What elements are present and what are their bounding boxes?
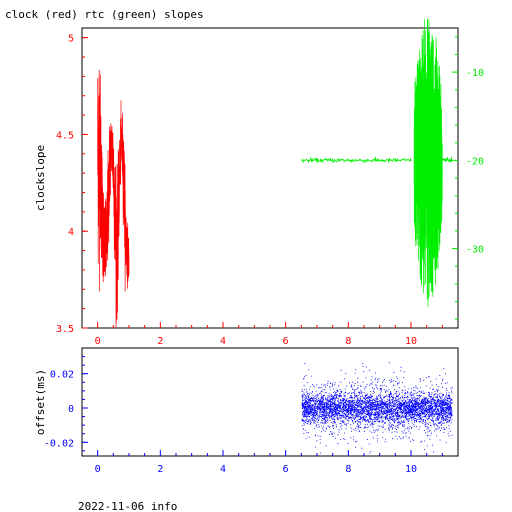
offset-panel: 0 2 4 6 8 10 -0.02 0 0.02 offset(ms)	[34, 347, 459, 475]
offset-y-tick-label: 0.02	[50, 370, 74, 381]
rtc-slope-burst-line	[413, 18, 453, 308]
slopes-x-tick-label: 2	[157, 336, 163, 347]
offset-marks	[301, 362, 453, 454]
slopes-y2-tick-label: -20	[466, 156, 484, 167]
offset-y-ticks: -0.02 0 0.02	[44, 356, 88, 452]
offset-x-tick-label: 4	[220, 464, 226, 475]
slopes-x-ticks: 0 2 4 6 8 10	[95, 322, 443, 347]
offset-plot-frame	[81, 347, 459, 457]
chart-title: clock (red) rtc (green) slopes	[5, 8, 204, 21]
slopes-panel: 0 2 4 6 8 10 3.5 4 4.5 5 -30 -20 -10 clockslope	[34, 18, 484, 347]
slopes-y-tick-label: 3.5	[56, 324, 74, 335]
slopes-y-tick-label: 5	[68, 34, 74, 45]
slopes-y-ticks: 3.5 4 4.5 5	[56, 34, 88, 335]
offset-y-tick-label: -0.02	[44, 438, 74, 449]
clock-slope-series-line	[97, 69, 130, 329]
slopes-x-tick-label: 6	[283, 336, 289, 347]
slopes-y-tick-label: 4.5	[56, 130, 74, 141]
slopes-x-tick-label: 8	[345, 336, 351, 347]
offset-x-tick-label: 0	[95, 464, 101, 475]
rtc-slope-flat-line	[300, 156, 412, 164]
offset-y-tick-label: 0	[68, 404, 74, 415]
slopes-y-axis-label: clockslope	[34, 145, 47, 211]
offset-x-ticks: 0 2 4 6 8 10	[95, 450, 443, 475]
slopes-marks	[97, 18, 453, 329]
offset-x-tick-label: 10	[405, 464, 417, 475]
offset-x-tick-label: 2	[157, 464, 163, 475]
slopes-plot-frame	[81, 27, 459, 329]
slopes-y2-ticks: -30 -20 -10	[452, 36, 484, 320]
offset-scatter-points	[301, 362, 453, 454]
slopes-x-tick-label: 4	[220, 336, 226, 347]
slopes-x-tick-label: 10	[405, 336, 417, 347]
slopes-y2-tick-label: -30	[466, 245, 484, 256]
slopes-y2-tick-label: -10	[466, 68, 484, 79]
footer-date: 2022-11-06 info	[78, 500, 177, 512]
offset-x-tick-label: 8	[345, 464, 351, 475]
offset-y-axis-label: offset(ms)	[34, 369, 47, 435]
offset-x-tick-label: 6	[283, 464, 289, 475]
slopes-y-tick-label: 4	[68, 227, 74, 238]
slopes-x-tick-label: 0	[95, 336, 101, 347]
